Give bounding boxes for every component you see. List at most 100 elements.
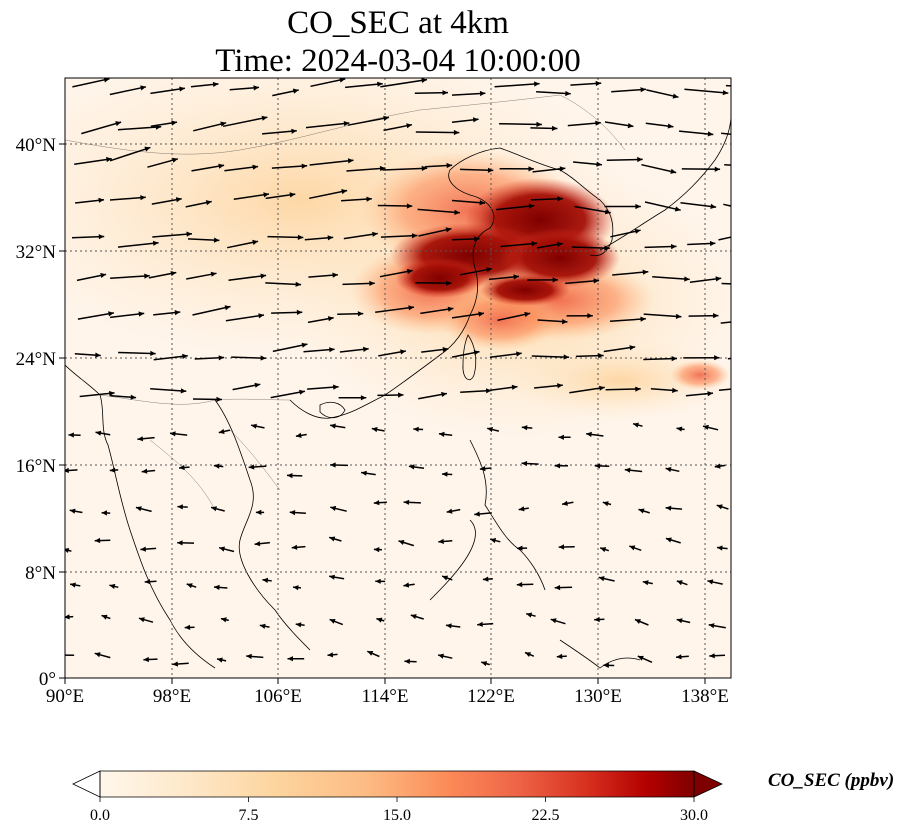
wind-vector-head — [184, 624, 191, 630]
wind-vector — [117, 242, 159, 248]
wind-vector — [497, 312, 531, 322]
wind-vector — [646, 89, 679, 98]
wind-vector-head — [442, 90, 448, 96]
wind-vector-head — [251, 423, 257, 429]
wind-vector-head — [562, 319, 568, 325]
wind-vector-head — [604, 209, 611, 215]
wind-vector — [265, 282, 302, 286]
wind-vector-head — [707, 131, 714, 137]
wind-vector-head — [554, 585, 561, 591]
wind-vector — [346, 167, 386, 172]
wind-vector-head — [408, 305, 414, 311]
wind-vector-head — [714, 166, 721, 172]
wind-vector-head — [516, 351, 522, 357]
wind-vector-head — [372, 231, 378, 237]
wind-vector-head — [361, 470, 367, 476]
wind-vector — [499, 122, 542, 126]
lat-tick-label: 32°N — [16, 242, 57, 263]
wind-vector — [109, 146, 151, 162]
wind-vector-head — [177, 540, 183, 546]
lat-tick-label: 8°N — [25, 563, 56, 584]
wind-vector-head — [638, 508, 645, 514]
wind-vector-head — [551, 125, 558, 131]
wind-vector-head — [742, 232, 748, 237]
wind-vector-head — [557, 241, 563, 247]
wind-vector-head — [513, 274, 519, 280]
wind-vector-head — [717, 545, 723, 551]
wind-vector-head — [441, 391, 447, 397]
wind-vector-head — [369, 280, 375, 286]
wind-vector-head — [521, 425, 528, 431]
wind-vector-head — [474, 236, 480, 242]
wind-vector-head — [260, 273, 267, 279]
wind-vector — [270, 390, 306, 399]
border-2 — [149, 439, 216, 511]
wind-vector-head — [70, 582, 76, 588]
wind-vector — [565, 279, 600, 285]
wind-vector — [459, 267, 493, 276]
wind-vector-head — [665, 537, 672, 543]
wind-vector-head — [552, 277, 558, 283]
wind-vector-head — [672, 93, 679, 99]
wind-vector-head — [486, 388, 492, 394]
lon-tick-label: 130°E — [574, 686, 622, 707]
wind-vector-head — [602, 501, 609, 507]
wind-vector — [451, 92, 486, 96]
wind-vector-head — [141, 468, 148, 474]
wind-vector-head — [421, 165, 428, 171]
wind-vector — [153, 355, 188, 361]
wind-vector-head — [144, 579, 151, 585]
wind-vector-head — [713, 313, 719, 319]
wind-vector — [150, 87, 186, 95]
wind-vector-head — [445, 227, 452, 233]
wind-vector-head — [633, 422, 639, 428]
wind-vector — [343, 232, 378, 240]
wind-vector — [228, 274, 267, 281]
wind-vector-head — [710, 203, 717, 209]
wind-vector-head — [289, 510, 296, 516]
wind-vector-head — [472, 117, 479, 123]
wind-vector-head — [442, 575, 449, 581]
colorbar-tick-label: 22.5 — [532, 807, 560, 824]
wind-vector-head — [339, 78, 346, 83]
wind-vector-head — [292, 88, 299, 94]
wind-vector-head — [406, 268, 413, 275]
wind-vector-head — [144, 146, 151, 152]
wind-vector-head — [205, 200, 212, 206]
wind-vector-head — [94, 652, 101, 658]
wind-vector-head — [446, 623, 452, 629]
wind-vector — [721, 282, 731, 285]
wind-vector-head — [676, 580, 683, 586]
wind-vector-head — [327, 652, 334, 658]
wind-vector-head — [65, 652, 66, 658]
wind-vector-head — [715, 276, 722, 282]
wind-vector-head — [557, 383, 563, 389]
wind-vector — [611, 88, 647, 93]
colorbar-tick-label: 30.0 — [680, 807, 708, 824]
wind-vector-head — [363, 346, 369, 352]
wind-vector-head — [220, 617, 227, 623]
wind-vector-head — [297, 234, 304, 240]
wind-vector — [309, 159, 354, 166]
wind-vector — [77, 312, 115, 320]
wind-vector — [81, 121, 122, 135]
wind-vector — [272, 343, 308, 353]
colorbar-extend-low — [72, 770, 101, 798]
map-area — [65, 78, 748, 678]
wind-vector-head — [179, 464, 185, 471]
wind-vector-head — [524, 311, 531, 317]
wind-vector-head — [479, 90, 486, 97]
wind-vector-head — [329, 347, 335, 353]
lat-tick-label: 0° — [39, 669, 56, 690]
wind-vector — [721, 132, 731, 136]
colorbar-tick-label: 0.0 — [90, 807, 110, 824]
wind-vector — [609, 318, 646, 323]
wind-vector — [377, 204, 413, 207]
wind-vector-head — [411, 233, 418, 239]
wind-vector-head — [258, 313, 264, 319]
wind-vector-head — [182, 353, 188, 359]
wind-vector — [347, 116, 390, 126]
wind-vector — [417, 208, 460, 214]
plume-core-5 — [480, 274, 570, 306]
